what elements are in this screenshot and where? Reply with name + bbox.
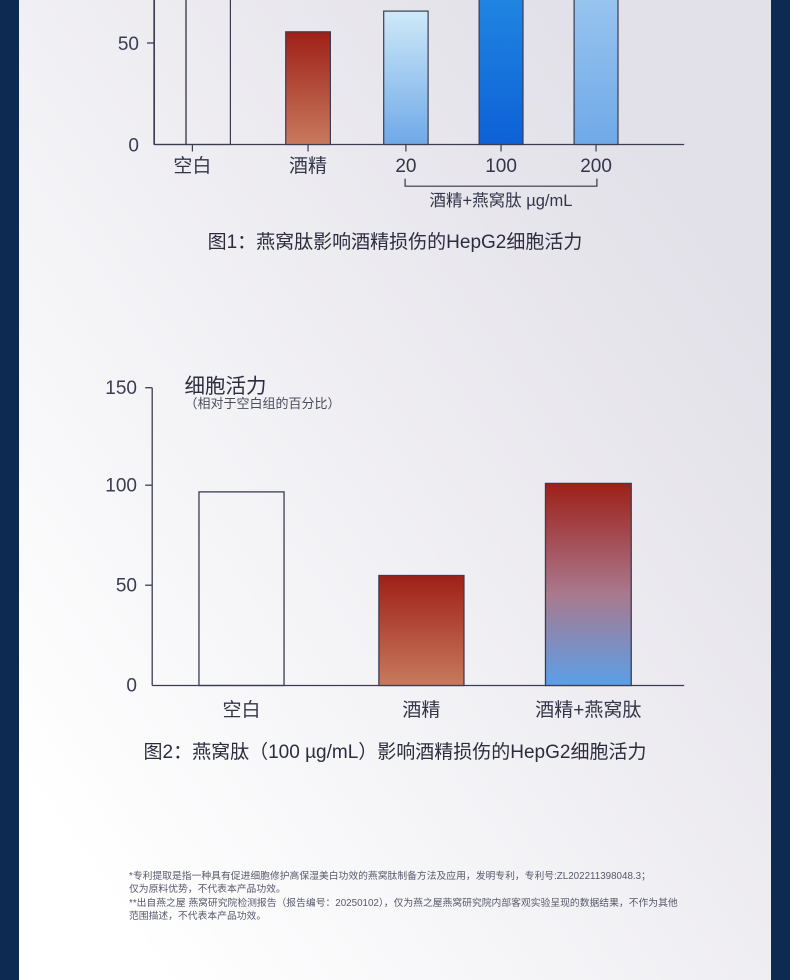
svg-text:空白: 空白 xyxy=(173,155,211,177)
svg-text:图1：燕窝肽影响酒精损伤的HepG2细胞活力: 图1：燕窝肽影响酒精损伤的HepG2细胞活力 xyxy=(208,231,583,253)
svg-text:图2：燕窝肽（100 µg/mL）影响酒精损伤的HepG2细: 图2：燕窝肽（100 µg/mL）影响酒精损伤的HepG2细胞活力 xyxy=(144,741,647,763)
svg-text:酒精: 酒精 xyxy=(402,699,440,721)
svg-text:酒精: 酒精 xyxy=(289,155,327,177)
svg-text:200: 200 xyxy=(580,156,612,177)
svg-text:50: 50 xyxy=(116,576,137,597)
svg-text:100: 100 xyxy=(485,156,517,177)
svg-text:细胞活力: 细胞活力 xyxy=(185,375,267,398)
svg-text:酒精+燕窝肽: 酒精+燕窝肽 xyxy=(535,699,641,721)
svg-text:0: 0 xyxy=(128,136,139,157)
svg-text:150: 150 xyxy=(105,378,137,399)
svg-text:酒精+燕窝肽 µg/mL: 酒精+燕窝肽 µg/mL xyxy=(430,191,573,210)
svg-text:100: 100 xyxy=(105,476,137,497)
svg-text:（相对于空白组的百分比）: （相对于空白组的百分比） xyxy=(185,396,341,411)
svg-text:空白: 空白 xyxy=(222,699,260,721)
svg-text:0: 0 xyxy=(126,676,137,697)
svg-text:50: 50 xyxy=(118,34,139,55)
svg-text:20: 20 xyxy=(395,156,416,177)
